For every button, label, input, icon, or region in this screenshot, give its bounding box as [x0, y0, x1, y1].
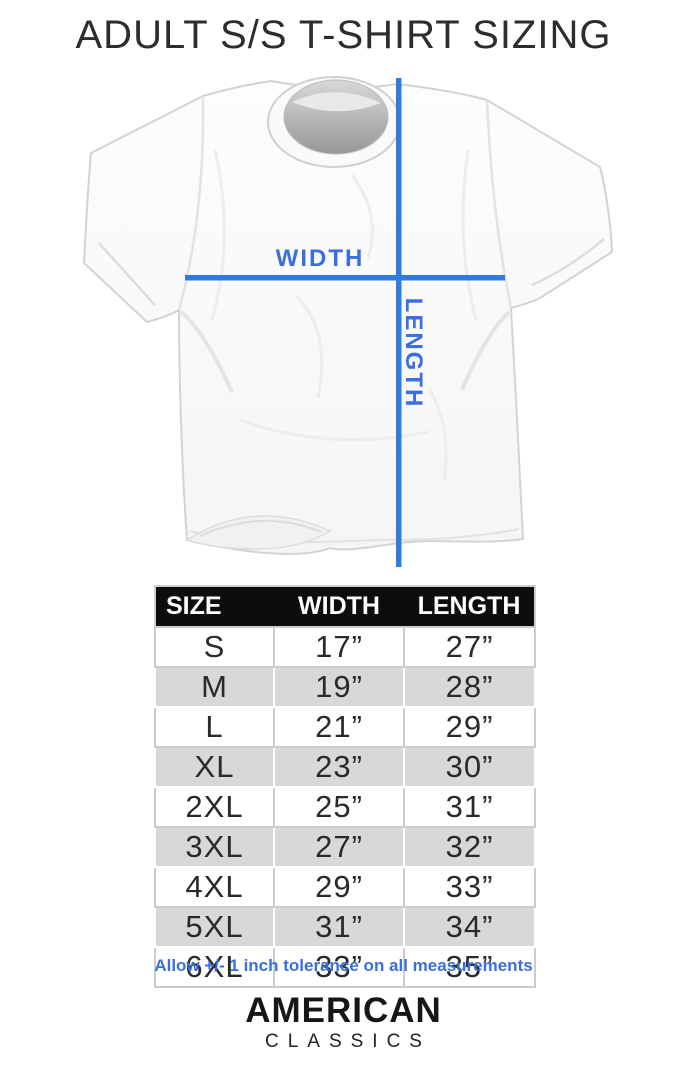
brand-logo: AMERICAN CLASSICS: [0, 993, 687, 1051]
fabric-wrinkles: [98, 95, 605, 544]
width-cell: 29”: [273, 866, 405, 908]
width-line: [185, 275, 505, 281]
tshirt-graphic: [83, 80, 613, 555]
width-cell: 19”: [273, 666, 405, 708]
table-row: 5XL 31” 34”: [154, 906, 536, 948]
table-row: XL 23” 30”: [154, 746, 536, 788]
width-cell: 21”: [273, 706, 405, 748]
table-row: S 17” 27”: [154, 626, 536, 668]
width-cell: 27”: [273, 826, 405, 868]
length-cell: 32”: [403, 826, 536, 868]
length-line: [396, 78, 402, 567]
table-header-row: SIZE WIDTH LENGTH: [155, 586, 535, 627]
width-cell: 23”: [273, 746, 405, 788]
hem-fold-shadow: [199, 520, 323, 537]
table-row: 6XL 33” 35”: [154, 946, 536, 988]
size-cell: 3XL: [154, 826, 275, 868]
size-cell: 2XL: [154, 786, 275, 828]
brand-name-primary: AMERICAN: [245, 991, 442, 1030]
length-cell: 31”: [403, 786, 536, 828]
width-header: WIDTH: [274, 586, 404, 627]
brand-name-secondary: CLASSICS: [265, 1031, 431, 1052]
tolerance-note: Allow +/- 1 inch tolerance on all measur…: [154, 956, 533, 975]
table-row: 4XL 29” 33”: [154, 866, 536, 908]
width-cell: 25”: [273, 786, 405, 828]
length-label: LENGTH: [400, 298, 427, 409]
length-cell: 30”: [403, 746, 536, 788]
size-cell: XL: [154, 746, 275, 788]
size-header: SIZE: [155, 586, 274, 627]
tshirt-diagram: WIDTH LENGTH: [83, 76, 613, 567]
length-cell: 35”: [403, 946, 536, 988]
length-header: LENGTH: [404, 586, 535, 627]
length-cell: 34”: [403, 906, 536, 948]
size-cell: S: [154, 626, 275, 668]
length-cell: 28”: [403, 666, 536, 708]
size-cell: M: [154, 666, 275, 708]
length-cell: 33”: [403, 866, 536, 908]
length-cell: 29”: [403, 706, 536, 748]
table-row: 3XL 27” 32”: [154, 826, 536, 868]
width-cell: 31”: [273, 906, 405, 948]
table-row: 2XL 25” 31”: [154, 786, 536, 828]
width-label: WIDTH: [276, 245, 365, 272]
size-cell: 4XL: [154, 866, 275, 908]
table-row: M 19” 28”: [154, 666, 536, 708]
size-cell: 5XL: [154, 906, 275, 948]
size-cell: 6XL: [154, 946, 275, 988]
page-title: ADULT S/S T-SHIRT SIZING: [75, 13, 612, 57]
width-cell: 17”: [273, 626, 405, 668]
length-cell: 27”: [403, 626, 536, 668]
width-cell: 33”: [273, 946, 405, 988]
size-table: SIZE WIDTH LENGTH S 17” 27” M 19” 28” L …: [154, 585, 536, 988]
size-cell: L: [154, 706, 275, 748]
table-row: L 21” 29”: [154, 706, 536, 748]
collar: [267, 76, 401, 168]
